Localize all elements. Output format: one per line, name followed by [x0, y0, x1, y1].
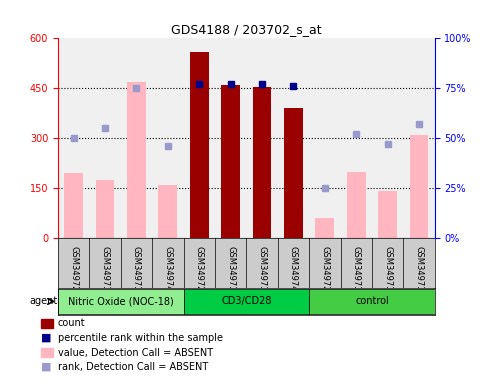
Text: rank, Detection Call = ABSENT: rank, Detection Call = ABSENT — [58, 362, 208, 372]
Text: GSM349740: GSM349740 — [163, 246, 172, 296]
Text: GSM349736: GSM349736 — [132, 246, 141, 296]
Bar — [253, 87, 271, 238]
Text: GSM349727: GSM349727 — [195, 246, 204, 296]
Text: GSM349725: GSM349725 — [69, 246, 78, 296]
Bar — [190, 52, 209, 238]
Text: GSM349731: GSM349731 — [100, 246, 110, 296]
Bar — [284, 108, 303, 238]
Text: GSM349741: GSM349741 — [289, 246, 298, 296]
Text: Nitric Oxide (NOC-18): Nitric Oxide (NOC-18) — [68, 296, 173, 306]
Bar — [410, 135, 428, 238]
Text: GSM349739: GSM349739 — [414, 246, 424, 296]
Text: count: count — [58, 318, 85, 328]
Text: control: control — [355, 296, 389, 306]
FancyBboxPatch shape — [309, 290, 435, 313]
Text: GSM349730: GSM349730 — [352, 246, 361, 296]
Text: CD3/CD28: CD3/CD28 — [221, 296, 271, 306]
Text: percentile rank within the sample: percentile rank within the sample — [58, 333, 223, 343]
Bar — [64, 173, 83, 238]
Text: ■: ■ — [41, 362, 51, 372]
Bar — [315, 218, 334, 238]
FancyBboxPatch shape — [58, 290, 184, 313]
Bar — [347, 172, 366, 238]
Text: GSM349734: GSM349734 — [383, 246, 392, 296]
Bar — [96, 180, 114, 238]
Title: GDS4188 / 203702_s_at: GDS4188 / 203702_s_at — [171, 23, 322, 36]
Text: agent: agent — [30, 296, 58, 306]
Bar — [158, 185, 177, 238]
FancyBboxPatch shape — [184, 290, 309, 313]
Text: ■: ■ — [41, 333, 51, 343]
Text: GSM349733: GSM349733 — [226, 246, 235, 296]
Bar — [127, 82, 146, 238]
Text: value, Detection Call = ABSENT: value, Detection Call = ABSENT — [58, 348, 213, 358]
Bar — [378, 192, 397, 238]
Text: GSM349729: GSM349729 — [320, 246, 329, 296]
Text: GSM349737: GSM349737 — [257, 246, 267, 296]
Bar — [221, 85, 240, 238]
